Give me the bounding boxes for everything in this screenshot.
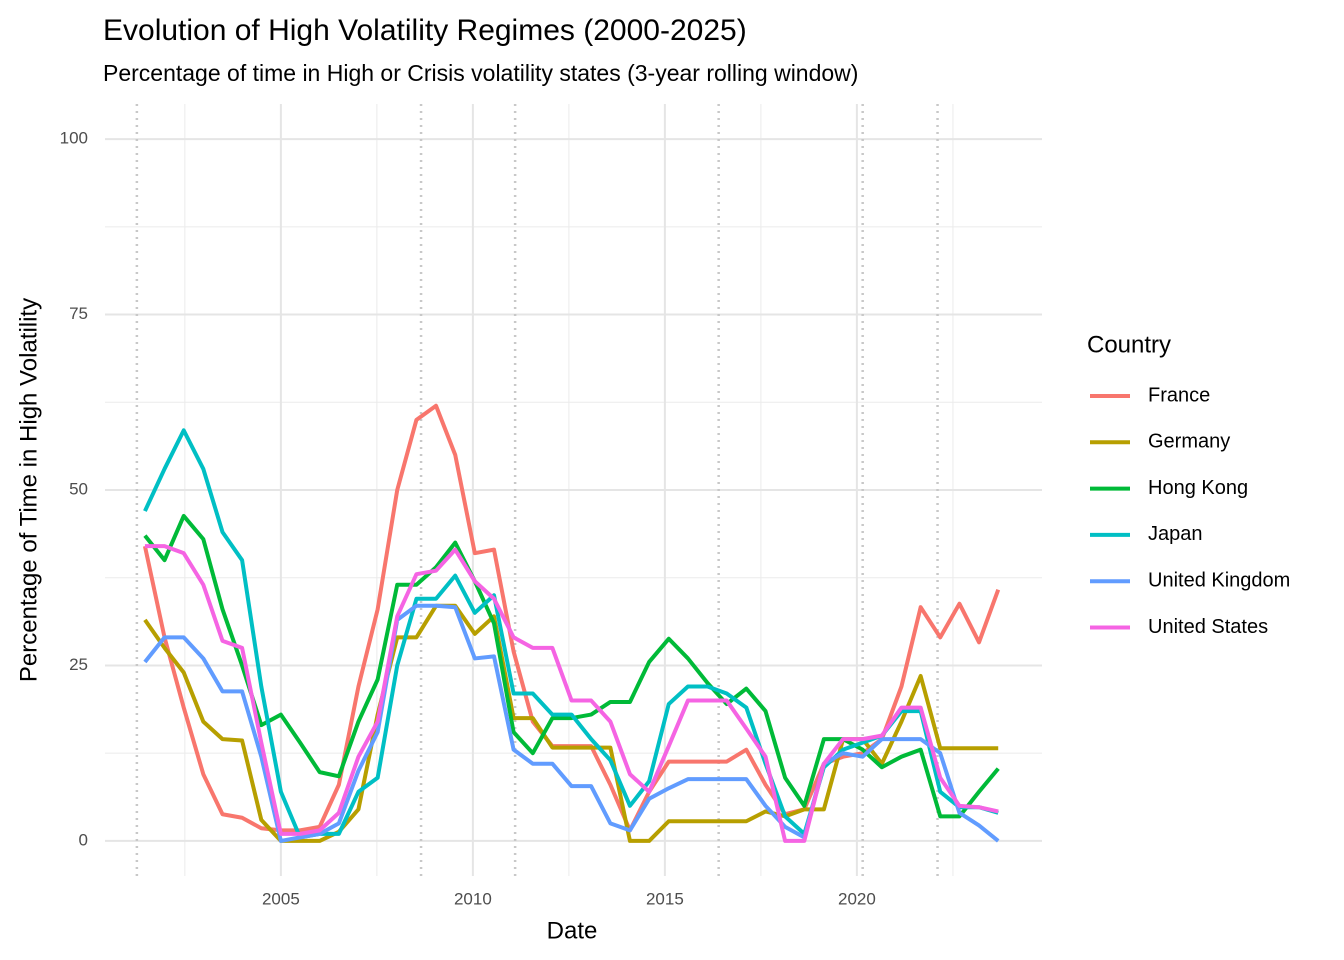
- y-tick-label: 0: [79, 830, 88, 849]
- y-tick-label: 100: [60, 129, 88, 148]
- x-tick-label: 2020: [838, 889, 876, 908]
- chart-title: Evolution of High Volatility Regimes (20…: [103, 14, 747, 47]
- legend-label: United States: [1148, 616, 1268, 638]
- y-axis-label: Percentage of Time in High Volatility: [15, 298, 42, 682]
- chart-subtitle: Percentage of time in High or Crisis vol…: [103, 60, 858, 86]
- x-tick-label: 2005: [262, 889, 300, 908]
- x-axis-label: Date: [547, 917, 598, 944]
- y-tick-label: 25: [69, 655, 88, 674]
- series-line: [143, 603, 1000, 843]
- legend-label: France: [1148, 384, 1210, 406]
- x-tick-label: 2010: [454, 889, 492, 908]
- series-line: [143, 428, 999, 840]
- legend-title: Country: [1087, 331, 1171, 358]
- y-tick-label: 50: [69, 479, 88, 498]
- x-tick-label: 2015: [646, 889, 684, 908]
- legend-label: Japan: [1148, 523, 1203, 545]
- series-line: [142, 403, 1001, 833]
- y-tick-label: 75: [69, 304, 88, 323]
- legend-label: Hong Kong: [1148, 477, 1248, 499]
- legend-label: United Kingdom: [1148, 569, 1290, 591]
- legend-label: Germany: [1148, 431, 1230, 453]
- series-line: [144, 544, 999, 843]
